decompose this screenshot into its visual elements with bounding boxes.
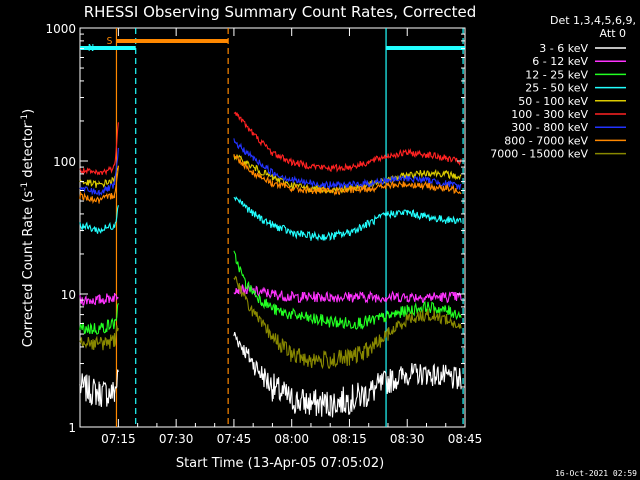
series-line bbox=[79, 122, 119, 176]
data-layer: SN bbox=[79, 28, 465, 427]
series-line bbox=[79, 369, 119, 408]
x-tick-label: 07:30 bbox=[159, 432, 194, 446]
x-tick-label: 07:45 bbox=[217, 432, 252, 446]
series-line bbox=[79, 303, 119, 335]
series-line bbox=[233, 153, 462, 196]
y-tick-label: 1000 bbox=[45, 22, 76, 36]
series-line bbox=[233, 196, 462, 242]
legend-label: 300 - 800 keV bbox=[511, 121, 588, 134]
footer-timestamp: 16-Oct-2021 02:59 bbox=[555, 469, 637, 478]
chart-title: RHESSI Observing Summary Count Rates, Co… bbox=[84, 3, 477, 21]
legend-header-2: Att 0 bbox=[600, 27, 626, 40]
series-line bbox=[233, 138, 462, 190]
x-tick-label: 07:15 bbox=[101, 432, 136, 446]
x-tick-label: 08:00 bbox=[274, 432, 309, 446]
series-line bbox=[79, 325, 119, 351]
series-line bbox=[233, 275, 462, 370]
series-line bbox=[233, 331, 462, 418]
series-line bbox=[79, 165, 119, 188]
series-line bbox=[79, 147, 119, 196]
x-tick-label: 08:45 bbox=[448, 432, 483, 446]
y-tick-label: 100 bbox=[53, 155, 76, 169]
axis-layer: 07:15 07:30 07:45 08:00 08:15 08:30 08:45 1 10 10… bbox=[45, 22, 482, 446]
interval-label: S bbox=[106, 36, 112, 47]
series-line bbox=[233, 111, 462, 173]
series-line bbox=[233, 284, 462, 304]
series-line bbox=[79, 205, 119, 234]
y-tick-label: 10 bbox=[61, 288, 76, 302]
legend-label: 12 - 25 keV bbox=[525, 68, 588, 81]
legend-label: 7000 - 15000 keV bbox=[490, 148, 588, 161]
series-line bbox=[233, 154, 462, 194]
x-tick-label: 08:30 bbox=[390, 432, 425, 446]
legend-label: 25 - 50 keV bbox=[525, 82, 588, 95]
plot-area bbox=[79, 27, 466, 428]
y-axis-label: Corrected Count Rate (s-1 detector-1) bbox=[20, 109, 36, 347]
interval-label: N bbox=[88, 43, 94, 54]
series-line bbox=[79, 165, 119, 205]
legend-label: 3 - 6 keV bbox=[539, 42, 588, 55]
x-tick-label: 08:15 bbox=[332, 432, 367, 446]
x-axis-label: Start Time (13-Apr-05 07:05:02) bbox=[176, 456, 384, 471]
y-tick-label: 1 bbox=[68, 421, 76, 435]
legend-header-1: Det 1,3,4,5,6,9, bbox=[550, 14, 636, 27]
legend-label: 50 - 100 keV bbox=[518, 95, 588, 108]
series-line bbox=[79, 292, 119, 306]
legend-label: 6 - 12 keV bbox=[532, 55, 588, 68]
legend-label: 800 - 7000 keV bbox=[504, 134, 588, 147]
legend-label: 100 - 300 keV bbox=[511, 108, 588, 121]
series-line bbox=[233, 250, 462, 330]
